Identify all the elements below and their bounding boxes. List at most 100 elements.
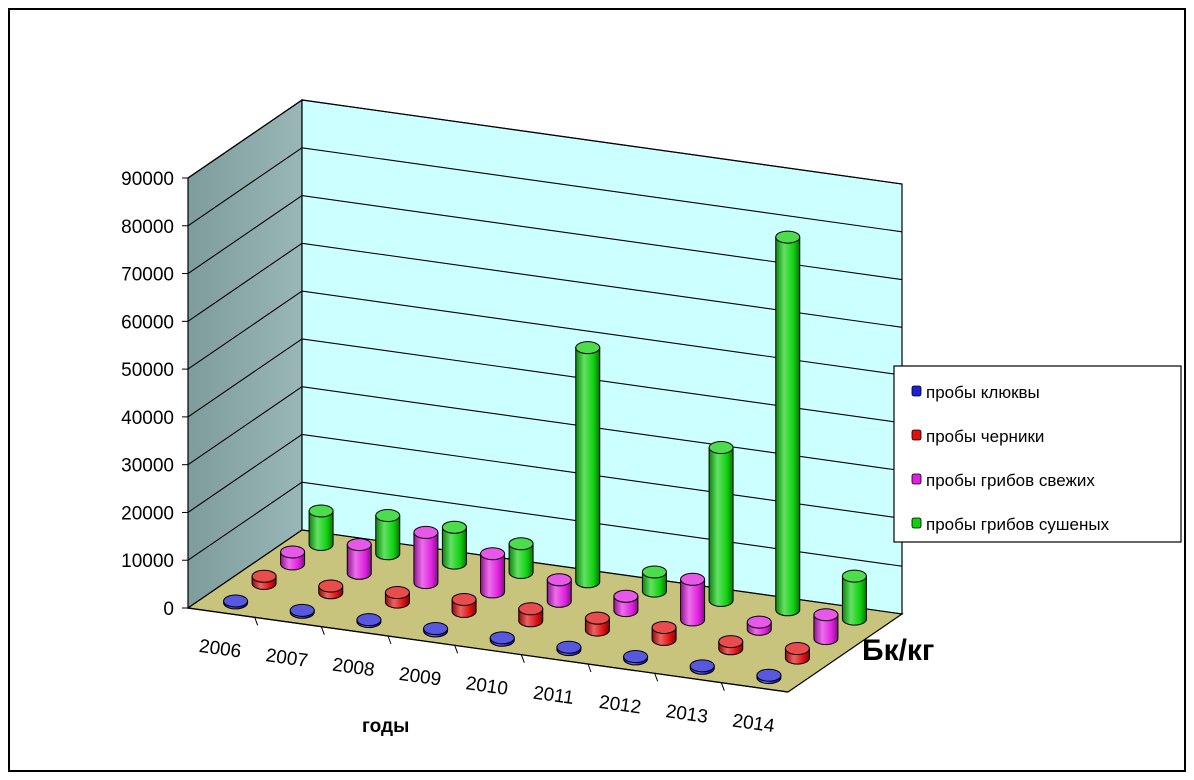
cylinder-4-2008 <box>442 521 466 569</box>
cylinder-3-2012 <box>681 573 705 626</box>
cylinder-top <box>519 603 543 615</box>
x-tick-mark <box>388 636 391 644</box>
legend-item: пробы грибов сушеных <box>912 515 1110 534</box>
cylinder-top <box>490 632 514 644</box>
legend-label: пробы грибов сушеных <box>926 515 1110 534</box>
cylinder-1-2014 <box>757 669 781 683</box>
cylinder-top <box>585 612 609 624</box>
legend-item: пробы клюквы <box>912 383 1040 402</box>
legend-swatch <box>912 430 921 440</box>
cylinder-top <box>719 636 743 648</box>
cylinder-1-2007 <box>290 604 314 618</box>
cylinder-top <box>576 342 600 354</box>
legend-item: пробы черники <box>912 427 1044 446</box>
y-tick-label: 60000 <box>121 312 174 333</box>
cylinder-2-2011 <box>585 612 609 636</box>
cylinder-3-2009 <box>481 548 505 598</box>
cylinder-2-2009 <box>452 593 476 617</box>
side-wall <box>188 100 302 608</box>
cylinder-top <box>357 614 381 626</box>
cylinder-3-2010 <box>547 574 571 608</box>
cylinder-top <box>776 231 800 243</box>
y-tick-label: 80000 <box>121 217 174 238</box>
cylinder-body <box>481 554 505 598</box>
cylinder-top <box>290 604 314 616</box>
y-tick-label: 40000 <box>121 408 174 429</box>
legend-item: пробы грибов свежих <box>912 471 1095 490</box>
cylinder-top <box>690 660 714 672</box>
y-tick-label: 0 <box>163 599 174 620</box>
cylinder-top <box>642 566 666 578</box>
cylinder-1-2011 <box>557 641 581 655</box>
x-tick-label: 2006 <box>198 636 243 663</box>
cylinder-body <box>681 579 705 626</box>
cylinder-1-2013 <box>690 660 714 674</box>
cylinder-2-2007 <box>319 580 343 599</box>
cylinder-body <box>376 516 400 560</box>
cylinder-4-2007 <box>376 510 400 560</box>
cylinder-top <box>347 539 371 551</box>
cylinder-body <box>576 348 600 588</box>
cylinder-4-2009 <box>509 538 533 579</box>
cylinder-top <box>252 570 276 582</box>
x-tick-label: 2007 <box>264 645 309 672</box>
cylinder-top <box>709 442 733 454</box>
x-tick-mark <box>521 655 524 663</box>
x-tick-label: 2011 <box>532 683 575 709</box>
cylinder-top <box>481 548 505 560</box>
x-tick-mark <box>588 664 591 672</box>
legend-label: пробы грибов свежих <box>926 471 1095 490</box>
cylinder-top <box>376 510 400 522</box>
cylinder-2-2012 <box>652 621 676 645</box>
cylinder-body <box>776 237 800 616</box>
cylinder-body <box>414 532 438 588</box>
legend-swatch <box>912 386 921 396</box>
cylinder-body <box>709 448 733 607</box>
x-tick-mark <box>455 645 458 653</box>
cylinder-3-2008 <box>414 526 438 588</box>
x-tick-label: 2013 <box>664 701 709 728</box>
cylinder-top <box>547 574 571 586</box>
x-tick-label: 2014 <box>731 711 776 738</box>
cylinder-4-2014 <box>842 570 866 625</box>
cylinder-top <box>442 521 466 533</box>
cylinder-4-2013 <box>776 231 800 616</box>
y-axis-ticks: 0100002000030000400005000060000700008000… <box>121 169 188 620</box>
cylinder-1-2006 <box>224 595 248 609</box>
cylinder-1-2010 <box>490 632 514 646</box>
cylinder-4-2012 <box>709 442 733 607</box>
x-tick-mark <box>655 673 658 681</box>
cylinder-top <box>842 570 866 582</box>
y-tick-label: 30000 <box>121 456 174 477</box>
cylinder-top <box>652 621 676 633</box>
cylinder-top <box>309 505 333 517</box>
y-tick-label: 20000 <box>121 503 174 524</box>
legend-swatch <box>912 474 921 484</box>
legend-swatch <box>912 518 921 528</box>
unit-label: Бк/кг <box>862 634 934 667</box>
cylinder-3-2014 <box>814 609 838 645</box>
cylinder-top <box>414 526 438 538</box>
cylinder-top <box>452 593 476 605</box>
cylinder-4-2011 <box>642 566 666 597</box>
cylinder-3-2007 <box>347 539 371 580</box>
cylinder-top <box>385 587 409 599</box>
y-tick-label: 10000 <box>121 551 174 572</box>
legend-label: пробы черники <box>926 427 1044 446</box>
cylinder-4-2010 <box>576 342 600 588</box>
x-tick-label: 2012 <box>598 692 643 719</box>
x-tick-mark <box>721 683 724 691</box>
cylinder-top <box>281 546 305 558</box>
cylinder-body <box>842 576 866 625</box>
cylinder-top <box>814 609 838 621</box>
legend-label: пробы клюквы <box>926 383 1040 402</box>
x-axis-label: годы <box>362 716 409 737</box>
y-tick-label: 90000 <box>121 169 174 190</box>
cylinder-2-2010 <box>519 603 543 627</box>
cylinder-top <box>681 573 705 585</box>
cylinder-1-2008 <box>357 614 381 628</box>
cylinder-3-2013 <box>747 616 771 635</box>
cylinder-2-2013 <box>719 636 743 655</box>
x-tick-mark <box>321 627 324 635</box>
